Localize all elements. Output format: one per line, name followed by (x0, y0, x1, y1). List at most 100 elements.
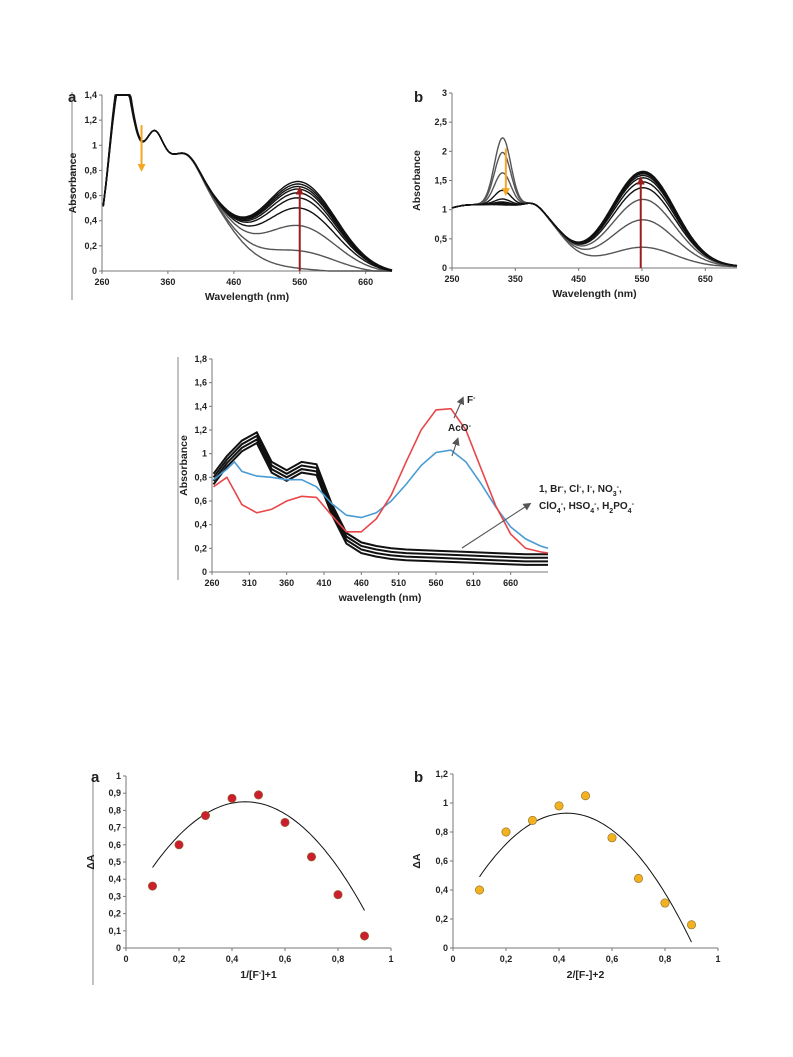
y-tick-label: 0,5 (108, 857, 121, 867)
x-tick-label: 250 (444, 274, 459, 284)
spectrum-line (102, 94, 393, 271)
label-pointer-fluoride (453, 396, 465, 419)
x-tick-label: 0,4 (226, 954, 239, 964)
y-tick-label: 0,4 (84, 216, 97, 226)
fit-curve (152, 801, 365, 911)
y-axis-label: ΔA (411, 853, 423, 869)
annotation-acetate: AcO- (448, 423, 472, 435)
y-tick-label: 1,2 (84, 115, 97, 125)
x-tick-label: 660 (358, 277, 373, 287)
x-tick-label: 360 (279, 578, 294, 588)
x-tick-label: 610 (466, 578, 481, 588)
y-tick-label: 1 (92, 140, 97, 150)
y-tick-label: 1,2 (435, 769, 448, 779)
chart-a1: 0 0,2 0,4 0,6 0,8 1 1,2 1,4 260 360 460 560 660 Wavel… (67, 89, 393, 303)
x-axis-label: Wavelength (nm) (205, 291, 289, 303)
y-tick-label: 0 (443, 943, 448, 953)
series-line-inactive-anions (212, 438, 548, 563)
y-tick-label: 1,8 (194, 354, 207, 364)
spectrum-line (451, 186, 738, 267)
data-point (633, 873, 643, 883)
x-tick-label: 0 (450, 954, 455, 964)
x-tick-label: 0,6 (606, 954, 619, 964)
annotation-inactive-line1: 1, Br-, Cl-, I-, NO3-, (539, 484, 622, 498)
x-axis-label: wavelength (nm) (338, 592, 422, 604)
data-point (501, 827, 511, 837)
y-tick-label: 1 (202, 449, 207, 459)
y-tick-label: 0,4 (108, 874, 121, 884)
y-tick-label: 1,4 (194, 401, 207, 411)
x-tick-label: 560 (292, 277, 307, 287)
y-axis-label: Absorbance (411, 150, 423, 211)
chart-b1: 0 0,5 1 1,5 2 2,5 3 250 350 450 550 650 Wavelength (… (411, 88, 738, 300)
panel-label: a (68, 89, 77, 106)
y-tick-label: 0,8 (435, 827, 448, 837)
data-point (254, 790, 264, 800)
x-tick-label: 650 (698, 274, 713, 284)
x-tick-label: 460 (354, 578, 369, 588)
spectrum-line (451, 172, 738, 267)
y-tick-label: 0,8 (194, 472, 207, 482)
panel-label: a (91, 769, 100, 786)
x-tick-label: 0,8 (332, 954, 345, 964)
y-tick-label: 1,2 (194, 425, 207, 435)
series-line-acetate (213, 449, 549, 550)
x-tick-label: 510 (391, 578, 406, 588)
x-tick-label: 0,2 (173, 954, 186, 964)
y-tick-label: 1 (442, 205, 447, 215)
y-tick-label: 0 (442, 263, 447, 273)
series-line-inactive-anions (212, 441, 548, 566)
data-point (280, 817, 290, 827)
series-line-fluoride (213, 407, 549, 554)
x-tick-label: 310 (242, 578, 257, 588)
label-pointer-inactive (461, 502, 532, 549)
y-tick-label: 0,2 (194, 543, 207, 553)
y-tick-label: 0 (202, 567, 207, 577)
spectrum-line (451, 172, 738, 267)
data-point (333, 890, 343, 900)
x-tick-label: 460 (226, 277, 241, 287)
label-pointer-acetate (451, 437, 460, 457)
data-point (227, 793, 237, 803)
x-tick-label: 350 (508, 274, 523, 284)
y-tick-label: 0,8 (84, 165, 97, 175)
x-tick-label: 260 (204, 578, 219, 588)
y-tick-label: 0,1 (108, 926, 121, 936)
x-tick-label: 0,6 (279, 954, 292, 964)
spectrum-line (451, 174, 738, 267)
y-tick-label: 0,4 (194, 520, 207, 530)
data-point (201, 811, 211, 821)
x-tick-label: 0,8 (659, 954, 672, 964)
y-tick-label: 0 (116, 943, 121, 953)
y-tick-label: 0 (92, 266, 97, 276)
chart-b2: 0 0,2 0,4 0,6 0,8 1 1,2 0 0,2 0,4 0,6 0,8 1 ΔA b 2/[F-]… (411, 769, 721, 981)
data-point (474, 885, 484, 895)
data-point (306, 852, 316, 862)
data-point (148, 881, 158, 891)
x-axis-label: 2/[F-]+2 (567, 969, 605, 981)
y-axis-label: ΔA (85, 854, 97, 870)
y-tick-label: 0,9 (108, 788, 121, 798)
panel-label: b (414, 769, 423, 786)
y-tick-label: 1 (116, 771, 121, 781)
x-tick-label: 560 (428, 578, 443, 588)
y-tick-label: 3 (442, 88, 447, 98)
x-tick-label: 0 (123, 954, 128, 964)
y-tick-label: 0,2 (108, 909, 121, 919)
series-line-inactive-anions (212, 434, 548, 559)
data-point (686, 920, 696, 930)
y-tick-label: 0,6 (435, 856, 448, 866)
panel-label: b (414, 89, 423, 106)
series-line-inactive-anions (212, 431, 548, 556)
data-point (607, 833, 617, 843)
y-tick-label: 1 (443, 798, 448, 808)
spectrum-line (451, 136, 737, 268)
y-axis-label: Absorbance (178, 435, 190, 496)
spectrum-line (451, 170, 738, 267)
data-point (580, 791, 590, 801)
data-point (359, 931, 369, 941)
x-tick-label: 0,2 (500, 954, 513, 964)
spectrum-line (451, 181, 738, 267)
spectrum-line (451, 177, 738, 267)
